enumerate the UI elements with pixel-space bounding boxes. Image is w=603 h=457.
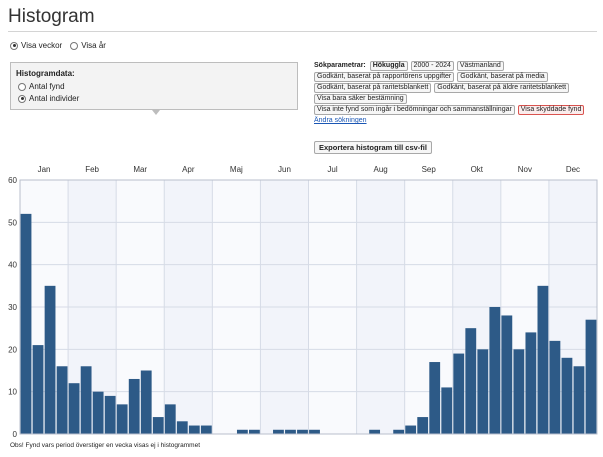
bar-week-16 — [200, 425, 212, 434]
radio-indicator — [18, 82, 26, 91]
bar-week-30 — [369, 429, 381, 434]
bar-week-10 — [128, 378, 140, 434]
bar-week-38 — [465, 328, 477, 434]
search-tag[interactable]: Hökuggla — [369, 61, 408, 71]
radio-indicator — [18, 94, 26, 103]
plot-border — [19, 179, 598, 435]
count-individuals-radio[interactable]: Antal individer — [18, 94, 79, 103]
search-tag[interactable]: Västmanland — [456, 61, 504, 71]
panel-pointer — [152, 110, 160, 115]
histogram-data-title: Histogramdata: — [16, 69, 75, 78]
bar-week-8 — [104, 395, 116, 434]
bar-week-37 — [453, 353, 465, 434]
x-tick-label-nov: Nov — [518, 165, 532, 174]
bar-week-11 — [140, 370, 152, 434]
bar-week-13 — [164, 404, 176, 434]
bar-week-7 — [92, 391, 104, 434]
bar-week-9 — [116, 404, 128, 434]
radio-indicator — [70, 41, 79, 50]
radio-indicator — [10, 41, 18, 50]
bar-week-6 — [80, 366, 92, 434]
bar-week-2 — [32, 345, 44, 434]
view-years-label: Visa år — [81, 41, 106, 50]
title-divider — [8, 31, 597, 32]
search-parameter-tags: Hökuggla 2000 - 2024 Västmanland Godkänt… — [314, 61, 585, 115]
count-findings-radio[interactable]: Antal fynd — [18, 82, 65, 91]
bar-week-40 — [489, 307, 501, 434]
bar-week-48 — [585, 319, 597, 434]
bar-week-5 — [68, 383, 80, 434]
page-title: Histogram — [8, 6, 95, 27]
y-tick-label: 20 — [8, 345, 17, 354]
x-tick-label-aug: Aug — [374, 165, 388, 174]
x-tick-label-jan: Jan — [38, 165, 51, 174]
bar-week-42 — [513, 349, 525, 434]
x-tick-label-okt: Okt — [471, 165, 484, 174]
bar-week-3 — [44, 285, 56, 434]
bar-week-33 — [405, 425, 417, 434]
bar-week-19 — [236, 429, 248, 434]
bar-week-24 — [297, 429, 308, 434]
search-tag[interactable]: Visa skyddade fynd — [517, 105, 585, 115]
search-tag[interactable]: 2000 - 2024 — [410, 61, 454, 71]
search-tag[interactable]: Godkänt, baserat på rapportörens uppgift… — [314, 72, 455, 82]
x-tick-label-jul: Jul — [327, 165, 337, 174]
view-years-radio[interactable]: Visa år — [70, 41, 106, 50]
bar-week-32 — [393, 429, 405, 434]
bar-week-45 — [549, 340, 561, 434]
view-weeks-label: Visa veckor — [21, 41, 63, 50]
bar-week-41 — [501, 315, 513, 434]
search-tag[interactable]: Visa bara säker bestämning — [314, 94, 407, 104]
bar-week-14 — [176, 421, 188, 434]
bar-week-15 — [188, 425, 200, 434]
search-parameters-label: Sökparametrar: — [314, 62, 366, 69]
view-toggle: Visa veckor Visa år — [10, 41, 106, 50]
x-tick-label-jun: Jun — [278, 165, 291, 174]
bar-week-4 — [56, 366, 68, 434]
export-csv-button[interactable]: Exportera histogram till csv-fil — [314, 141, 432, 154]
search-parameters: Sökparametrar: Hökuggla 2000 - 2024 Väst… — [314, 61, 596, 126]
count-findings-label: Antal fynd — [29, 82, 65, 91]
x-tick-label-sep: Sep — [422, 165, 437, 174]
bar-week-1 — [20, 213, 32, 434]
bar-week-46 — [561, 357, 573, 434]
bar-week-34 — [417, 417, 429, 434]
chart-footnote: Obs! Fynd vars period överstiger en veck… — [10, 442, 201, 449]
search-tag[interactable]: Godkänt, baserat på äldre raritetsblanke… — [434, 83, 570, 93]
y-tick-label: 0 — [13, 430, 18, 439]
bar-week-23 — [285, 429, 296, 434]
y-tick-label: 50 — [8, 218, 17, 227]
bar-week-12 — [152, 417, 164, 434]
bar-week-25 — [309, 429, 320, 434]
x-tick-label-mar: Mar — [133, 165, 147, 174]
change-search-link[interactable]: Ändra sökningen — [314, 117, 367, 124]
view-weeks-radio[interactable]: Visa veckor — [10, 41, 62, 50]
bar-week-22 — [273, 429, 284, 434]
bar-week-43 — [525, 332, 537, 434]
search-tag[interactable]: Godkänt, baserat på media — [457, 72, 548, 82]
search-tag[interactable]: Visa inte fynd som ingår i bedömningar o… — [314, 105, 515, 115]
search-tag[interactable]: Godkänt, baserat på raritetsblankett — [314, 83, 432, 93]
count-individuals-label: Antal individer — [29, 94, 80, 103]
x-tick-label-dec: Dec — [566, 165, 580, 174]
bar-week-39 — [477, 349, 489, 434]
y-tick-label: 60 — [8, 176, 17, 185]
x-tick-label-apr: Apr — [182, 165, 195, 174]
x-tick-label-feb: Feb — [85, 165, 99, 174]
histogram-data-panel: Histogramdata: Antal fynd Antal individe… — [10, 62, 298, 110]
x-tick-label-maj: Maj — [230, 165, 243, 174]
y-tick-label: 30 — [8, 303, 17, 312]
bar-week-35 — [429, 362, 441, 434]
bar-week-44 — [537, 285, 549, 434]
bar-week-20 — [248, 429, 260, 434]
histogram-chart: 0 10 20 30 40 50 60 Jan Feb Mar Apr Maj Jun Jul Aug Sep… — [8, 165, 598, 439]
y-tick-label: 40 — [8, 261, 17, 270]
bar-week-47 — [573, 366, 585, 434]
bar-week-36 — [441, 387, 453, 434]
y-tick-label: 10 — [8, 388, 17, 397]
